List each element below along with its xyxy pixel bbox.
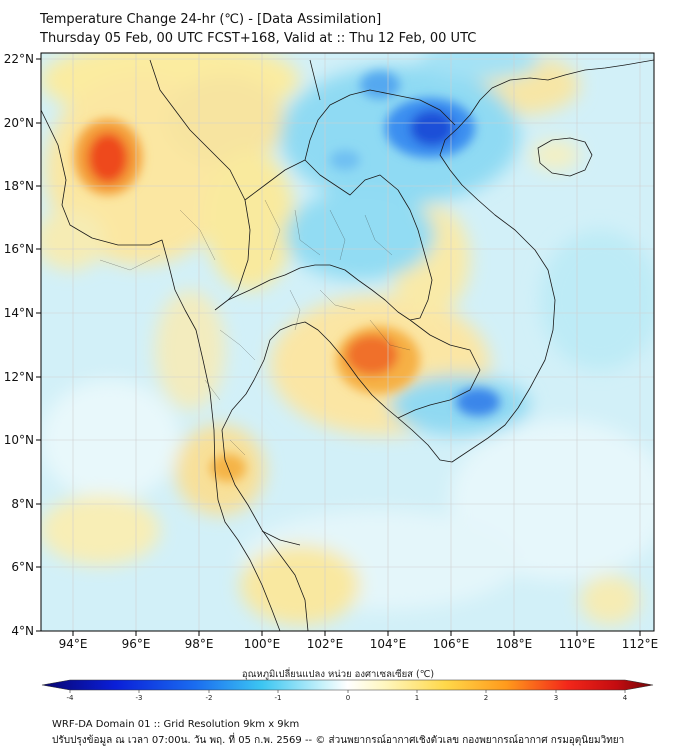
- lat-label: 6°N: [11, 560, 34, 574]
- lat-label: 12°N: [4, 370, 34, 384]
- lat-label: 10°N: [4, 433, 34, 447]
- lat-label: 4°N: [11, 624, 34, 638]
- lat-label: 8°N: [11, 497, 34, 511]
- colorbar-tick-labels: -4 -3 -2 -1 0 1 2 3 4: [67, 694, 628, 702]
- lon-label: 106°E: [433, 637, 470, 651]
- colorbar-tick-label: 0: [346, 694, 350, 702]
- colorbar-tick-label: 1: [415, 694, 419, 702]
- colorbar-ticks: [69, 690, 626, 693]
- lon-label: 98°E: [185, 637, 214, 651]
- map-subtitle: Thursday 05 Feb, 00 UTC FCST+168, Valid …: [40, 31, 477, 46]
- colorbar-tick-label: 3: [554, 694, 558, 702]
- colorbar-title: อุณหภูมิเปลี่ยนแปลง หน่วย องศาเซลเซียส (…: [241, 669, 435, 680]
- province-lines: [99, 199, 411, 456]
- colorbar-tick-label: -3: [136, 694, 143, 702]
- plot-frame: [40, 52, 655, 632]
- lon-label: 96°E: [122, 637, 151, 651]
- footer-credit: ปรับปรุงข้อมูล ณ เวลา 07:00น. วัน พฤ. ที…: [52, 735, 625, 746]
- lat-label: 20°N: [4, 116, 34, 130]
- latitude-labels: 22°N 20°N 18°N 16°N 14°N 12°N 10°N 8°N 6…: [4, 52, 34, 638]
- colorbar-tick-label: -4: [67, 694, 75, 702]
- lon-label: 104°E: [370, 637, 407, 651]
- lat-label: 16°N: [4, 242, 34, 256]
- lat-label: 18°N: [4, 179, 34, 193]
- longitude-labels: 94°E 96°E 98°E 100°E 102°E 104°E 106°E 1…: [59, 637, 659, 651]
- lon-label: 112°E: [622, 637, 659, 651]
- lon-label: 110°E: [559, 637, 596, 651]
- lon-label: 100°E: [244, 637, 281, 651]
- lon-label: 102°E: [307, 637, 344, 651]
- axis-ticks: [36, 58, 641, 636]
- map-title: Temperature Change 24-hr (℃) - [Data Ass…: [40, 12, 382, 27]
- colorbar-tick-label: 2: [484, 694, 488, 702]
- colorbar-tick-label: -1: [275, 694, 282, 702]
- lat-label: 22°N: [4, 52, 34, 66]
- colorbar-tick-label: 4: [623, 694, 628, 702]
- lat-label: 14°N: [4, 306, 34, 320]
- coastlines-borders: [41, 59, 654, 631]
- lon-label: 94°E: [59, 637, 88, 651]
- lon-label: 108°E: [496, 637, 533, 651]
- colorbar-tick-label: -2: [206, 694, 213, 702]
- footer-model-info: WRF-DA Domain 01 :: Grid Resolution 9km …: [52, 719, 300, 730]
- temperature-field: [41, 53, 654, 631]
